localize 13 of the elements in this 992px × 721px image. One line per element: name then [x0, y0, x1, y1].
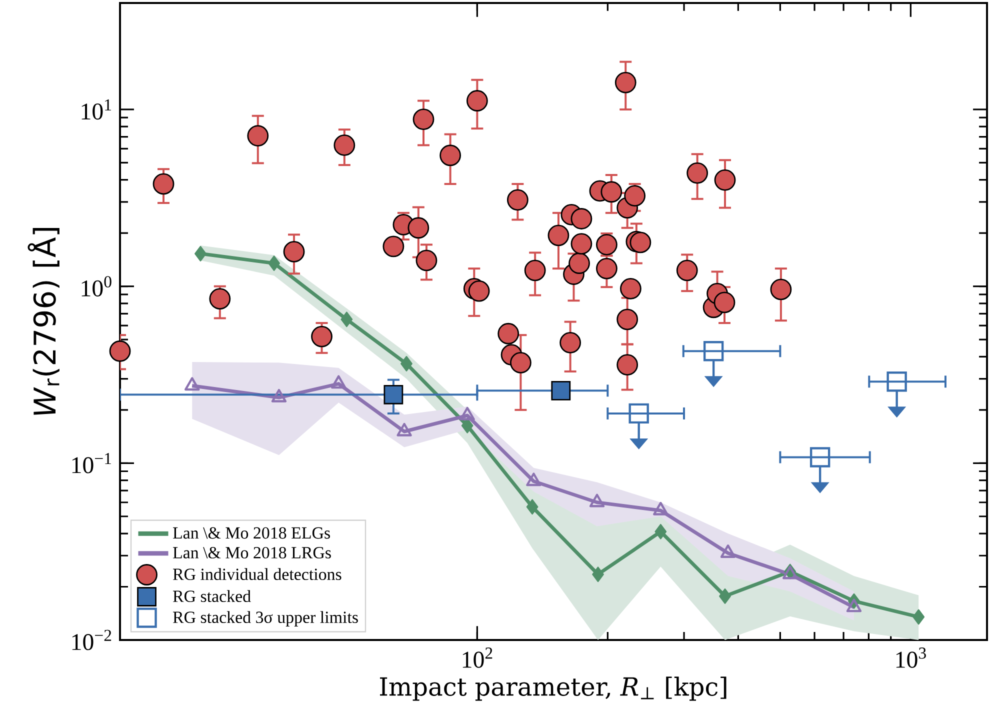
x-axis-title: Impact parameter, R$_{⊥}$ [kpc] — [380, 676, 726, 701]
y-tick-label: 10$^{−1}$ — [72, 453, 111, 474]
y-tick-label: 10$^{−2}$ — [72, 630, 112, 650]
legend-label: RG individual detections — [172, 568, 342, 580]
y-axis-title: W$_{r}$(2796) [Å] — [28, 228, 60, 415]
x-tick-label: 10$^{2}$ — [462, 648, 492, 668]
legend-label: RG stacked 3σ upper limits — [172, 611, 358, 626]
x-tick-label: 10$^{3}$ — [896, 648, 926, 668]
y-tick-label: 10$^{1}$ — [82, 99, 111, 120]
y-tick-label: 10$^{0}$ — [82, 276, 112, 296]
legend-label: Lan \& Mo 2018 ELGs — [172, 527, 330, 539]
legend-label: Lan \& Mo 2018 LRGs — [172, 547, 331, 558]
legend-label: RG stacked — [172, 590, 251, 602]
